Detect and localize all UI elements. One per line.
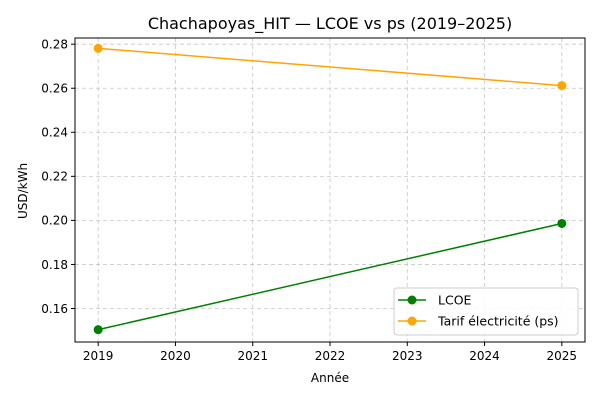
series-line-0 xyxy=(98,222,562,331)
data-point xyxy=(93,325,103,335)
data-point xyxy=(93,43,103,53)
x-tick-label: 2025 xyxy=(547,349,578,363)
legend-box xyxy=(393,287,579,336)
x-axis-ticks: 2019 2020 2021 2022 2023 2024 2025 xyxy=(83,342,577,363)
y-tick-label: 0.24 xyxy=(41,126,68,140)
y-axis-label: USD/kWh xyxy=(16,163,30,219)
y-axis-ticks: 0.16 0.18 0.20 0.22 0.24 0.26 0.28 xyxy=(41,37,75,316)
y-tick-label: 0.16 xyxy=(41,302,68,316)
legend-label-lcoe: LCOE xyxy=(438,293,472,308)
x-axis-label: Année xyxy=(311,371,349,385)
legend-label-tarif: Tarif électricité (ps) xyxy=(437,314,559,329)
plot-series xyxy=(93,43,567,335)
y-tick-label: 0.26 xyxy=(41,82,68,96)
x-tick-label: 2023 xyxy=(392,349,423,363)
series-line-1 xyxy=(98,47,562,87)
data-point xyxy=(557,218,567,228)
y-tick-label: 0.22 xyxy=(41,170,68,184)
chart-title: Chachapoyas_HIT — LCOE vs ps (2019–2025) xyxy=(148,14,512,34)
y-tick-label: 0.28 xyxy=(41,37,68,51)
x-tick-label: 2022 xyxy=(315,349,346,363)
data-point xyxy=(557,81,567,91)
x-tick-label: 2020 xyxy=(160,349,191,363)
y-tick-label: 0.20 xyxy=(41,214,68,228)
legend-marker-lcoe xyxy=(407,295,417,305)
x-tick-label: 2021 xyxy=(237,349,268,363)
x-tick-label: 2024 xyxy=(469,349,500,363)
x-tick-label: 2019 xyxy=(83,349,114,363)
y-tick-label: 0.18 xyxy=(41,258,68,272)
legend: LCOE Tarif électricité (ps) xyxy=(393,287,579,336)
legend-marker-tarif xyxy=(407,316,417,326)
